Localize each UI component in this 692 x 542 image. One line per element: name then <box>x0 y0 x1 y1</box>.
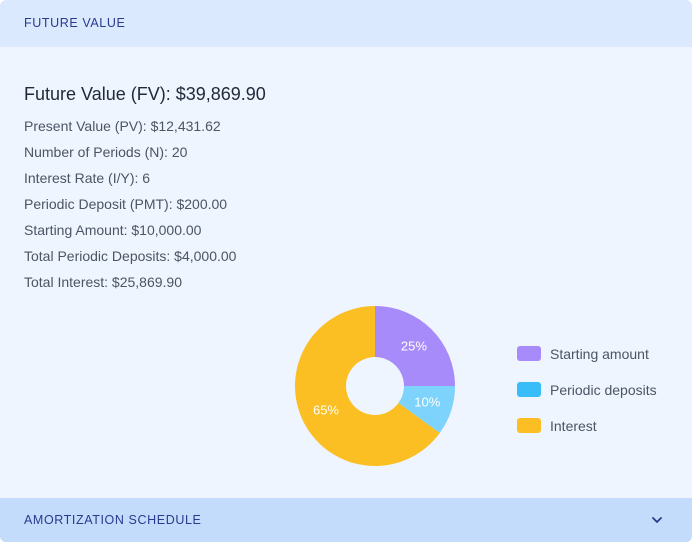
donut-label-periodic-deposits: 10% <box>414 394 440 409</box>
number-of-periods-text: Number of Periods (N): 20 <box>24 144 188 160</box>
present-value-text: Present Value (PV): $12,431.62 <box>24 118 221 134</box>
donut-slice-starting-amount[interactable] <box>375 306 455 386</box>
starting-amount-text: Starting Amount: $10,000.00 <box>24 222 202 238</box>
legend-swatch-starting-amount <box>517 346 541 361</box>
total-interest-text: Total Interest: $25,869.90 <box>24 274 182 290</box>
future-value-result: Future Value (FV): $39,869.90 <box>24 84 266 104</box>
total-periodic-deposits-text: Total Periodic Deposits: $4,000.00 <box>24 248 237 264</box>
donut-label-starting-amount: 25% <box>401 339 427 354</box>
amortization-schedule-title: AMORTIZATION SCHEDULE <box>24 513 202 527</box>
legend-swatch-periodic-deposits <box>517 382 541 397</box>
periodic-deposit-text: Periodic Deposit (PMT): $200.00 <box>24 196 228 212</box>
legend-label: Starting amount <box>550 346 649 362</box>
amortization-schedule-toggle[interactable]: AMORTIZATION SCHEDULE <box>0 498 692 542</box>
legend-label: Periodic deposits <box>550 382 657 398</box>
legend-swatch-interest <box>517 418 541 433</box>
legend-label: Interest <box>550 418 597 434</box>
donut-slice-periodic-deposits[interactable] <box>398 386 455 434</box>
donut-slice-interest[interactable] <box>295 306 440 466</box>
donut-label-interest: 65% <box>313 402 339 417</box>
chevron-down-icon[interactable] <box>650 513 664 527</box>
section-header: FUTURE VALUE <box>0 0 692 47</box>
interest-rate-text: Interest Rate (I/Y): 6 <box>24 170 151 186</box>
section-title: FUTURE VALUE <box>24 16 126 30</box>
